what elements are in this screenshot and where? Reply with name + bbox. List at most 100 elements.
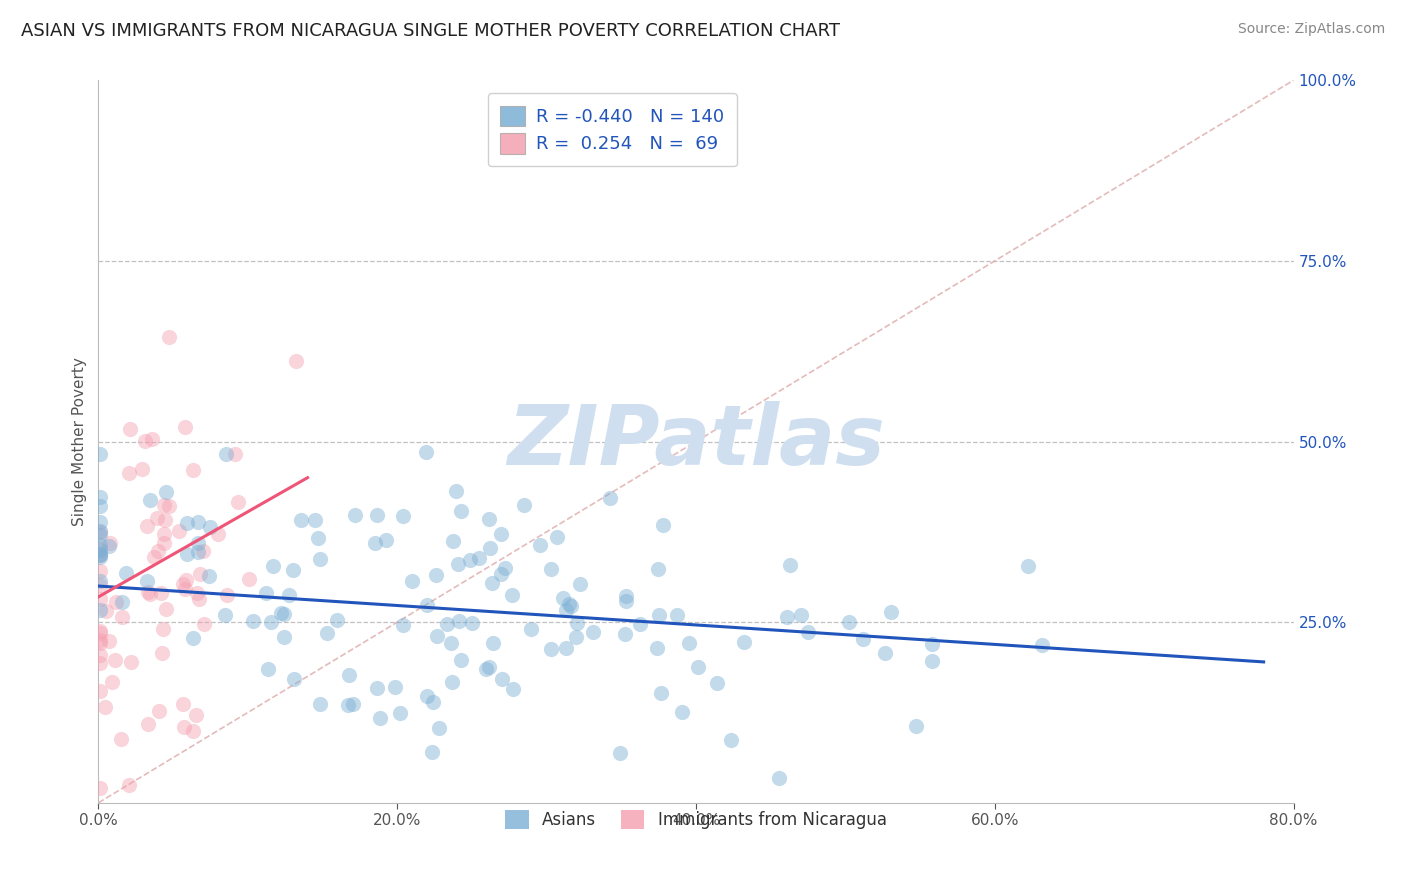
Point [478,659,501,673]
Point [89,781,111,796]
Point [284,354,307,368]
Point [852,632,875,646]
Point [283,563,305,577]
Point [135,574,157,588]
Point [720,733,742,747]
Point [198,568,221,582]
Point [89,548,111,562]
Point [141,432,163,446]
Point [111,595,134,609]
Point [184,708,207,723]
Point [89,684,111,698]
Point [207,526,229,541]
Point [193,617,215,632]
Point [120,422,142,436]
Point [628,616,651,631]
Point [278,588,301,602]
Point [98,536,121,550]
Point [89,624,111,638]
Point [671,706,693,720]
Point [838,615,860,629]
Point [89,578,111,592]
Point [905,719,928,733]
Point [198,520,221,534]
Point [392,617,415,632]
Point [89,574,111,588]
Point [415,445,437,459]
Point [283,672,305,686]
Point [733,634,755,648]
Point [401,574,423,589]
Y-axis label: Single Mother Poverty: Single Mother Poverty [72,357,87,526]
Point [215,447,238,461]
Point [94,604,117,618]
Point [89,547,111,561]
Point [118,466,141,480]
Text: ZIPatlas: ZIPatlas [508,401,884,482]
Point [648,607,671,622]
Point [174,582,197,596]
Point [489,566,512,581]
Point [191,544,214,558]
Point [343,508,366,523]
Point [136,717,159,731]
Point [427,721,450,735]
Point [921,637,943,651]
Point [110,731,132,746]
Point [183,723,205,738]
Point [172,697,194,711]
Point [420,745,443,759]
Point [337,668,360,682]
Point [176,547,198,561]
Point [173,720,195,734]
Point [97,539,120,553]
Point [875,646,897,660]
Point [228,495,250,509]
Point [368,710,391,724]
Point [481,575,503,590]
Point [336,698,359,713]
Point [666,608,689,623]
Point [167,524,190,538]
Point [309,551,332,566]
Point [440,636,463,650]
Point [555,603,578,617]
Point [89,549,111,564]
Point [502,681,524,696]
Point [134,434,156,448]
Point [181,632,204,646]
Point [422,696,444,710]
Point [529,538,551,552]
Point [153,498,176,512]
Point [155,485,177,500]
Point [558,597,581,611]
Point [768,772,790,786]
Point [153,527,176,541]
Point [89,528,111,542]
Point [513,498,536,512]
Point [187,516,209,530]
Point [273,630,295,644]
Point [89,542,111,557]
Point [540,642,562,657]
Point [449,614,471,628]
Point [104,653,127,667]
Point [565,630,588,644]
Point [520,622,543,636]
Point [89,549,111,563]
Point [224,447,246,461]
Point [599,491,621,505]
Point [214,608,236,623]
Point [131,462,153,476]
Point [89,490,111,504]
Point [172,576,194,591]
Point [135,519,157,533]
Point [290,513,312,527]
Point [569,577,592,591]
Point [392,509,415,524]
Point [450,504,472,518]
Point [880,605,903,619]
Point [262,559,284,574]
Point [461,616,484,631]
Point [152,646,174,660]
